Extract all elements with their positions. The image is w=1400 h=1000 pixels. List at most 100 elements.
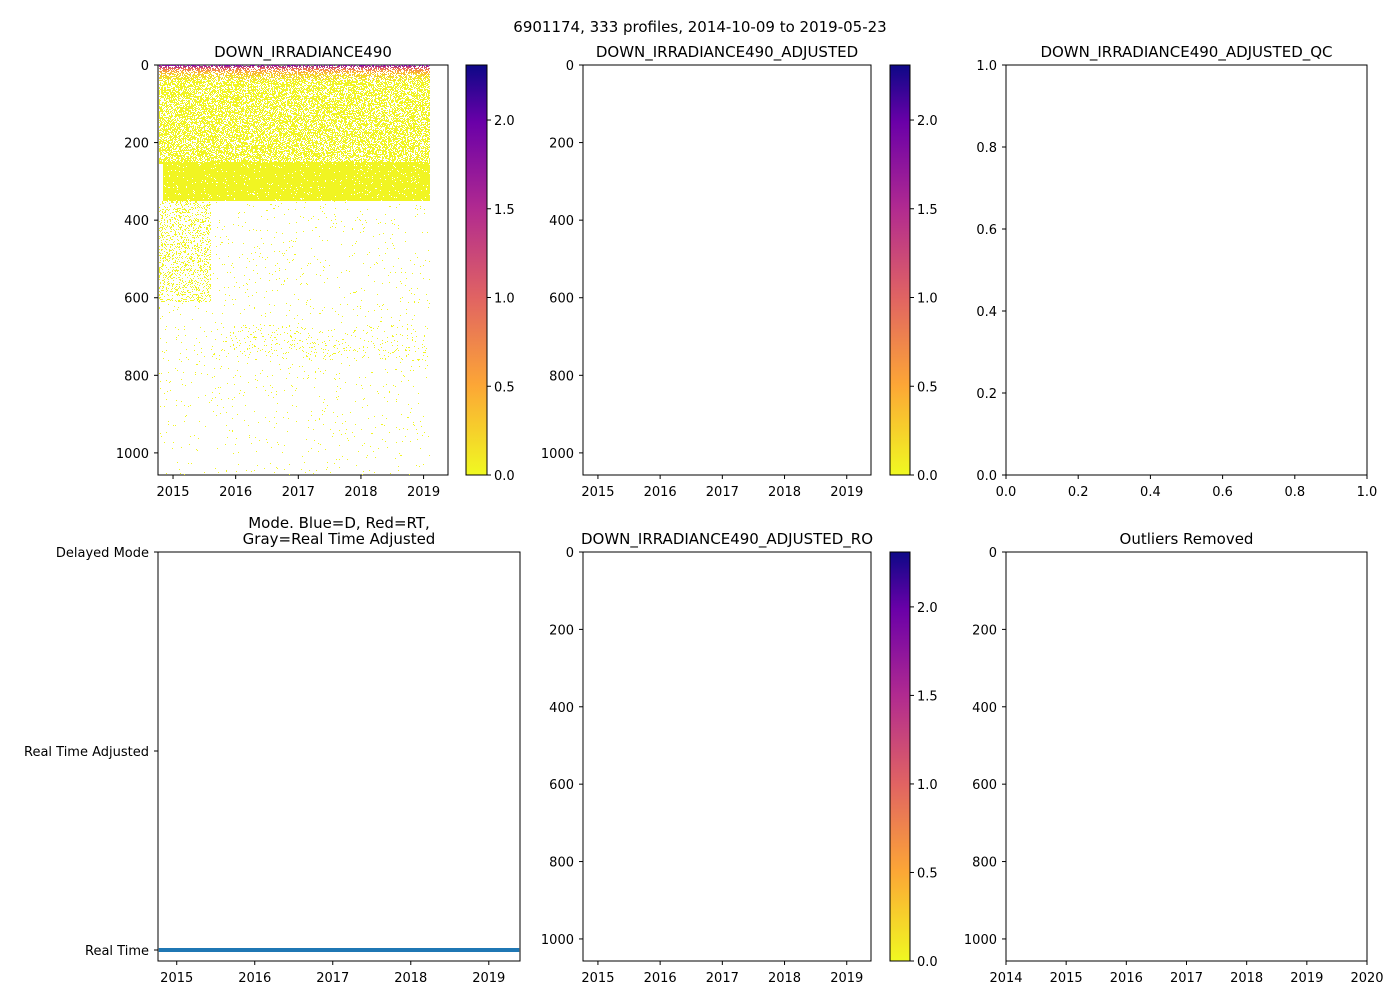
- colorbar-tick-label: 0.0: [917, 955, 938, 970]
- x-tick-label: 2016: [644, 485, 677, 500]
- y-tick-label: 1000: [541, 933, 574, 948]
- x-tick-label: 2015: [581, 971, 614, 986]
- x-tick-label: 2017: [282, 485, 315, 500]
- x-tick-label: 2015: [156, 485, 189, 500]
- panel-ro: DOWN_IRRADIANCE490_ADJUSTED_RO 2015 2016 20…: [541, 530, 938, 986]
- y-tick-label: 0.6: [976, 223, 997, 238]
- y-tick-label: 200: [972, 623, 997, 638]
- colorbar-gradient: [889, 551, 911, 962]
- panel-title: Mode. Blue=D, Red=RT,: [248, 514, 430, 532]
- panel-title: DOWN_IRRADIANCE490: [214, 43, 392, 62]
- y-tick-label: 800: [549, 856, 574, 871]
- y-tick-label: 0.2: [976, 387, 997, 402]
- y-tick-label: 1000: [541, 447, 574, 462]
- y-tick-label: Real Time: [85, 944, 149, 959]
- y-tick-label: 400: [549, 701, 574, 716]
- colorbar-tick-label: 0.0: [494, 469, 515, 484]
- x-tick-label: 2014: [989, 971, 1022, 986]
- colorbar-gradient: [889, 64, 911, 476]
- y-tick-label: 1000: [964, 933, 997, 948]
- colorbar-tick-label: 2.0: [917, 114, 938, 129]
- x-tick-label: 2018: [768, 485, 801, 500]
- axes-frame: [1005, 551, 1368, 962]
- panel-title: DOWN_IRRADIANCE490_ADJUSTED_QC: [1040, 43, 1332, 62]
- x-tick-label: 2015: [160, 971, 193, 986]
- colorbar-gradient: [465, 64, 488, 476]
- x-tick-label: 0.0: [996, 485, 1017, 500]
- y-tick-label: 600: [124, 292, 149, 307]
- colorbar-adj: 0.0 0.5 1.0 1.5 2.0: [889, 64, 938, 484]
- y-tick-label: 800: [549, 369, 574, 384]
- colorbar-tick-label: 0.0: [917, 469, 938, 484]
- y-tick-label: 400: [549, 214, 574, 229]
- x-tick-label: 2017: [1170, 971, 1203, 986]
- panel-qc: DOWN_IRRADIANCE490_ADJUSTED_QC 0.0 0.2 0.4 0…: [976, 43, 1377, 500]
- panel-mode: Mode. Blue=D, Red=RT,Gray=Real Time Adju…: [24, 514, 521, 986]
- x-tick-label: 2016: [644, 971, 677, 986]
- colorbar-tick-label: 1.5: [917, 203, 938, 218]
- panel-title: Outliers Removed: [1120, 530, 1254, 548]
- panel-adj: DOWN_IRRADIANCE490_ADJUSTED 2015 2016 2017 2…: [541, 43, 938, 500]
- y-tick-label: 600: [549, 292, 574, 307]
- panel-title: DOWN_IRRADIANCE490_ADJUSTED_RO: [581, 530, 873, 549]
- x-tick-label: 2016: [238, 971, 271, 986]
- x-tick-label: 2020: [1350, 971, 1383, 986]
- x-tick-label: 0.6: [1212, 485, 1233, 500]
- x-tick-label: 2016: [219, 485, 252, 500]
- panel-out: Outliers Removed 2014 2015 2016 2017 2018 2019…: [964, 530, 1384, 986]
- x-tick-label: 2019: [1290, 971, 1323, 986]
- y-tick-label: 0: [566, 546, 574, 561]
- x-tick-label: 2017: [706, 485, 739, 500]
- axes-frame: [582, 64, 872, 476]
- y-tick-label: 0.8: [976, 141, 997, 156]
- y-tick-label: 0: [989, 546, 997, 561]
- y-tick-label: Delayed Mode: [56, 546, 149, 561]
- y-tick-label: 1000: [116, 447, 149, 462]
- x-tick-label: 0.4: [1140, 485, 1161, 500]
- panel-raw: DOWN_IRRADIANCE490 2015 2016 2017 2018 2019 0 2…: [116, 43, 515, 500]
- x-tick-label: 0.8: [1284, 485, 1305, 500]
- panel-title: Gray=Real Time Adjusted: [243, 530, 436, 548]
- panel-title: DOWN_IRRADIANCE490_ADJUSTED: [596, 43, 858, 62]
- colorbar-raw: 0.0 0.5 1.0 1.5 2.0: [465, 64, 515, 484]
- x-tick-label: 2019: [472, 971, 505, 986]
- x-tick-label: 0.2: [1068, 485, 1089, 500]
- axes-frame: [157, 551, 521, 962]
- heatmap-raw-image: [158, 65, 448, 475]
- y-tick-label: Real Time Adjusted: [24, 745, 149, 760]
- y-tick-label: 1.0: [976, 59, 997, 74]
- x-tick-label: 2018: [344, 485, 377, 500]
- x-tick-label: 2017: [316, 971, 349, 986]
- colorbar-tick-label: 1.0: [917, 292, 938, 307]
- colorbar-tick-label: 2.0: [917, 601, 938, 616]
- y-tick-label: 0: [141, 59, 149, 74]
- colorbar-tick-label: 0.5: [917, 866, 938, 881]
- x-tick-label: 1.0: [1357, 485, 1378, 500]
- y-tick-label: 200: [549, 137, 574, 152]
- colorbar-tick-label: 1.0: [917, 778, 938, 793]
- x-tick-label: 2015: [1050, 971, 1083, 986]
- colorbar-tick-label: 0.5: [917, 380, 938, 395]
- x-tick-label: 2018: [1230, 971, 1263, 986]
- colorbar-tick-label: 1.5: [494, 203, 515, 218]
- x-tick-label: 2018: [768, 971, 801, 986]
- colorbar-tick-label: 1.0: [494, 292, 515, 307]
- colorbar-tick-label: 0.5: [494, 380, 515, 395]
- y-tick-label: 200: [549, 623, 574, 638]
- axes-frame: [582, 551, 872, 962]
- y-tick-label: 0.0: [976, 469, 997, 484]
- x-tick-label: 2019: [830, 971, 863, 986]
- y-tick-label: 600: [972, 778, 997, 793]
- axes-frame: [1005, 64, 1368, 476]
- y-tick-label: 800: [124, 369, 149, 384]
- x-tick-label: 2015: [581, 485, 614, 500]
- x-tick-label: 2019: [407, 485, 440, 500]
- y-tick-label: 400: [124, 214, 149, 229]
- colorbar-ro: 0.0 0.5 1.0 1.5 2.0: [889, 551, 938, 970]
- colorbar-tick-label: 2.0: [494, 114, 515, 129]
- y-tick-label: 200: [124, 137, 149, 152]
- y-tick-label: 400: [972, 701, 997, 716]
- y-tick-label: 600: [549, 778, 574, 793]
